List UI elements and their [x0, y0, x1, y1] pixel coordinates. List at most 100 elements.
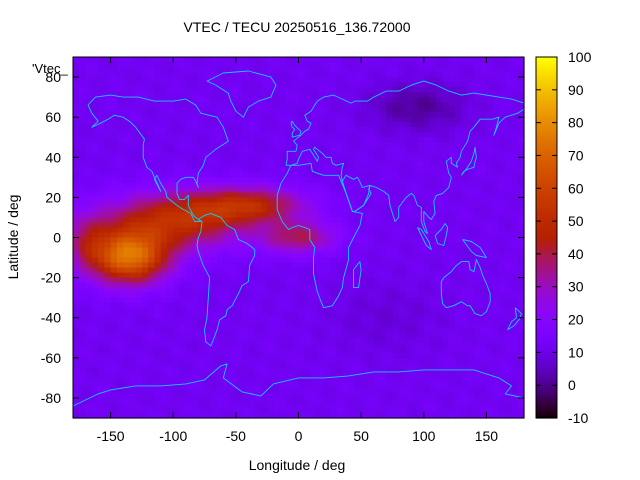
- heat-cell: [279, 222, 287, 229]
- heat-cell: [279, 287, 287, 294]
- heat-cell: [260, 152, 268, 158]
- heat-cell: [379, 172, 387, 178]
- heat-cell: [204, 397, 212, 404]
- heat-cell: [417, 192, 425, 198]
- heat-cell: [279, 272, 287, 279]
- heat-cell: [448, 82, 456, 88]
- heat-cell: [398, 342, 406, 349]
- heat-cell: [379, 322, 387, 329]
- heat-cell: [404, 127, 412, 133]
- heat-cell: [461, 82, 469, 88]
- heat-cell: [129, 247, 137, 254]
- heat-cell: [448, 292, 456, 299]
- heat-cell: [204, 157, 212, 163]
- heat-cell: [486, 307, 494, 314]
- heat-cell: [292, 132, 300, 138]
- heat-cell: [179, 282, 187, 289]
- heat-cell: [361, 212, 368, 219]
- heat-cell: [373, 127, 381, 133]
- heat-cell: [467, 72, 475, 78]
- heat-cell: [511, 287, 519, 294]
- heat-cell: [517, 142, 525, 148]
- heat-cell: [304, 252, 312, 259]
- heat-cell: [110, 237, 118, 244]
- heat-cell: [260, 57, 268, 63]
- heat-cell: [160, 117, 168, 123]
- heat-cell: [135, 372, 143, 379]
- heat-cell: [342, 212, 350, 219]
- heat-cell: [505, 177, 513, 183]
- heat-cell: [148, 207, 156, 214]
- heat-cell: [148, 77, 156, 83]
- heat-cell: [417, 177, 425, 183]
- heat-cell: [398, 397, 406, 404]
- heat-cell: [267, 362, 275, 369]
- heat-cell: [248, 62, 256, 68]
- heat-cell: [110, 192, 118, 198]
- heat-cell: [505, 187, 513, 193]
- heat-cell: [342, 307, 350, 314]
- heat-cell: [430, 227, 437, 234]
- heat-cell: [498, 237, 506, 244]
- heat-cell: [223, 97, 231, 103]
- heat-cell: [141, 392, 149, 399]
- heat-cell: [129, 142, 137, 148]
- heat-cell: [398, 307, 406, 314]
- heat-cell: [229, 67, 237, 73]
- heat-cell: [98, 152, 105, 158]
- heat-cell: [517, 222, 525, 229]
- heat-cell: [98, 127, 105, 133]
- heat-cell: [160, 242, 168, 249]
- heat-cell: [467, 262, 475, 269]
- heat-cell: [417, 377, 425, 384]
- heat-cell: [254, 152, 262, 158]
- heat-cell: [179, 72, 187, 78]
- heat-cell: [323, 277, 331, 284]
- heat-cell: [411, 347, 419, 354]
- heat-cell: [361, 247, 368, 254]
- heat-cell: [135, 257, 143, 264]
- heat-cell: [166, 72, 174, 78]
- heat-cell: [367, 117, 375, 123]
- heat-cell: [386, 67, 394, 73]
- heat-cell: [217, 327, 224, 334]
- heat-cell: [392, 117, 400, 123]
- heat-cell: [254, 347, 262, 354]
- heat-cell: [317, 377, 325, 384]
- heat-cell: [242, 167, 249, 173]
- heat-cell: [379, 197, 387, 203]
- heat-cell: [448, 272, 456, 279]
- heat-cell: [336, 117, 343, 123]
- heat-cell: [317, 312, 325, 319]
- heat-cell: [480, 237, 488, 244]
- heat-cell: [461, 307, 469, 314]
- heat-cell: [173, 327, 181, 334]
- heat-cell: [348, 297, 356, 304]
- heat-cell: [204, 372, 212, 379]
- heat-cell: [91, 232, 99, 239]
- heat-cell: [317, 197, 325, 203]
- heat-cell: [498, 377, 506, 384]
- heat-cell: [417, 72, 425, 78]
- heat-cell: [379, 67, 387, 73]
- heat-cell: [223, 122, 231, 128]
- heat-cell: [311, 117, 318, 123]
- heat-cell: [273, 387, 281, 394]
- heat-cell: [511, 272, 519, 279]
- heat-cell: [304, 197, 312, 203]
- heat-cell: [336, 252, 343, 259]
- heat-cell: [354, 92, 362, 98]
- heat-cell: [455, 277, 462, 284]
- heat-cell: [473, 297, 481, 304]
- heat-cell: [436, 167, 444, 173]
- heat-cell: [135, 192, 143, 198]
- heat-cell: [248, 392, 256, 399]
- heat-cell: [154, 87, 162, 93]
- heat-cell: [110, 277, 118, 284]
- heat-cell: [461, 277, 469, 284]
- heat-cell: [192, 202, 199, 209]
- heat-cell: [398, 197, 406, 203]
- heat-cell: [85, 137, 93, 143]
- heat-cell: [386, 272, 394, 279]
- heat-cell: [392, 92, 400, 98]
